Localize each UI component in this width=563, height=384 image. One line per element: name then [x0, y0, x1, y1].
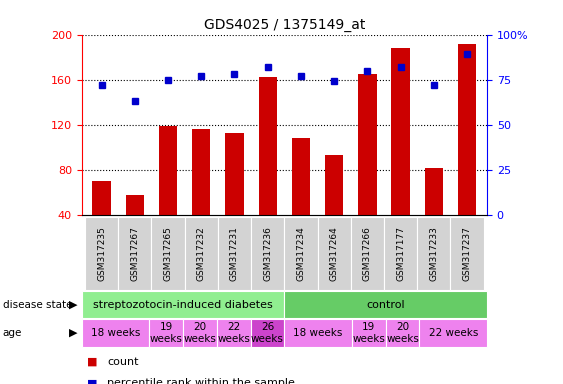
Text: 19
weeks: 19 weeks [352, 322, 385, 344]
Bar [284, 217, 318, 290]
Bar [292, 138, 310, 215]
Bar [419, 319, 487, 347]
Text: streptozotocin-induced diabetes: streptozotocin-induced diabetes [93, 300, 273, 310]
Text: 22
weeks: 22 weeks [217, 322, 250, 344]
Text: GSM317266: GSM317266 [363, 226, 372, 281]
Bar [118, 217, 151, 290]
Text: GSM317231: GSM317231 [230, 226, 239, 281]
Bar [92, 181, 111, 215]
Bar [425, 168, 443, 215]
Text: GSM317234: GSM317234 [297, 226, 306, 281]
Bar [192, 129, 211, 215]
Bar [251, 217, 284, 290]
Bar [391, 48, 410, 215]
Text: GSM317233: GSM317233 [430, 226, 439, 281]
Bar [149, 319, 183, 347]
Bar [358, 74, 377, 215]
Text: GSM317267: GSM317267 [130, 226, 139, 281]
Bar [217, 319, 251, 347]
Bar [458, 44, 476, 215]
Text: control: control [367, 300, 405, 310]
Bar [417, 217, 450, 290]
Bar [325, 155, 343, 215]
Bar [185, 217, 218, 290]
Text: 26
weeks: 26 weeks [251, 322, 284, 344]
Bar [159, 126, 177, 215]
Text: GSM317232: GSM317232 [196, 226, 205, 281]
Text: GSM317235: GSM317235 [97, 226, 106, 281]
Text: GSM317236: GSM317236 [263, 226, 272, 281]
Bar [85, 217, 118, 290]
Text: count: count [107, 357, 138, 367]
Text: 20
weeks: 20 weeks [386, 322, 419, 344]
Bar [82, 291, 284, 318]
Bar [450, 217, 484, 290]
Bar [82, 319, 149, 347]
Text: percentile rank within the sample: percentile rank within the sample [107, 378, 295, 384]
Bar [258, 78, 277, 215]
Text: ■: ■ [87, 378, 98, 384]
Text: ▶: ▶ [69, 300, 78, 310]
Text: GSM317237: GSM317237 [463, 226, 472, 281]
Text: 18 weeks: 18 weeks [91, 328, 140, 338]
Bar [352, 319, 386, 347]
Bar [218, 217, 251, 290]
Bar [251, 319, 284, 347]
Bar [284, 291, 487, 318]
Bar [318, 217, 351, 290]
Text: 19
weeks: 19 weeks [150, 322, 182, 344]
Text: 18 weeks: 18 weeks [293, 328, 343, 338]
Bar [183, 319, 217, 347]
Bar [386, 319, 419, 347]
Bar [284, 319, 352, 347]
Bar [225, 133, 244, 215]
Text: age: age [3, 328, 22, 338]
Bar [151, 217, 185, 290]
Text: GSM317177: GSM317177 [396, 226, 405, 281]
Text: 20
weeks: 20 weeks [184, 322, 216, 344]
Text: ▶: ▶ [69, 328, 78, 338]
Text: 22 weeks: 22 weeks [428, 328, 478, 338]
Text: GSM317265: GSM317265 [163, 226, 172, 281]
Text: ■: ■ [87, 357, 98, 367]
Bar [126, 195, 144, 215]
Text: GSM317264: GSM317264 [330, 226, 339, 281]
Title: GDS4025 / 1375149_at: GDS4025 / 1375149_at [204, 18, 365, 32]
Bar [351, 217, 384, 290]
Text: disease state: disease state [3, 300, 72, 310]
Bar [384, 217, 417, 290]
